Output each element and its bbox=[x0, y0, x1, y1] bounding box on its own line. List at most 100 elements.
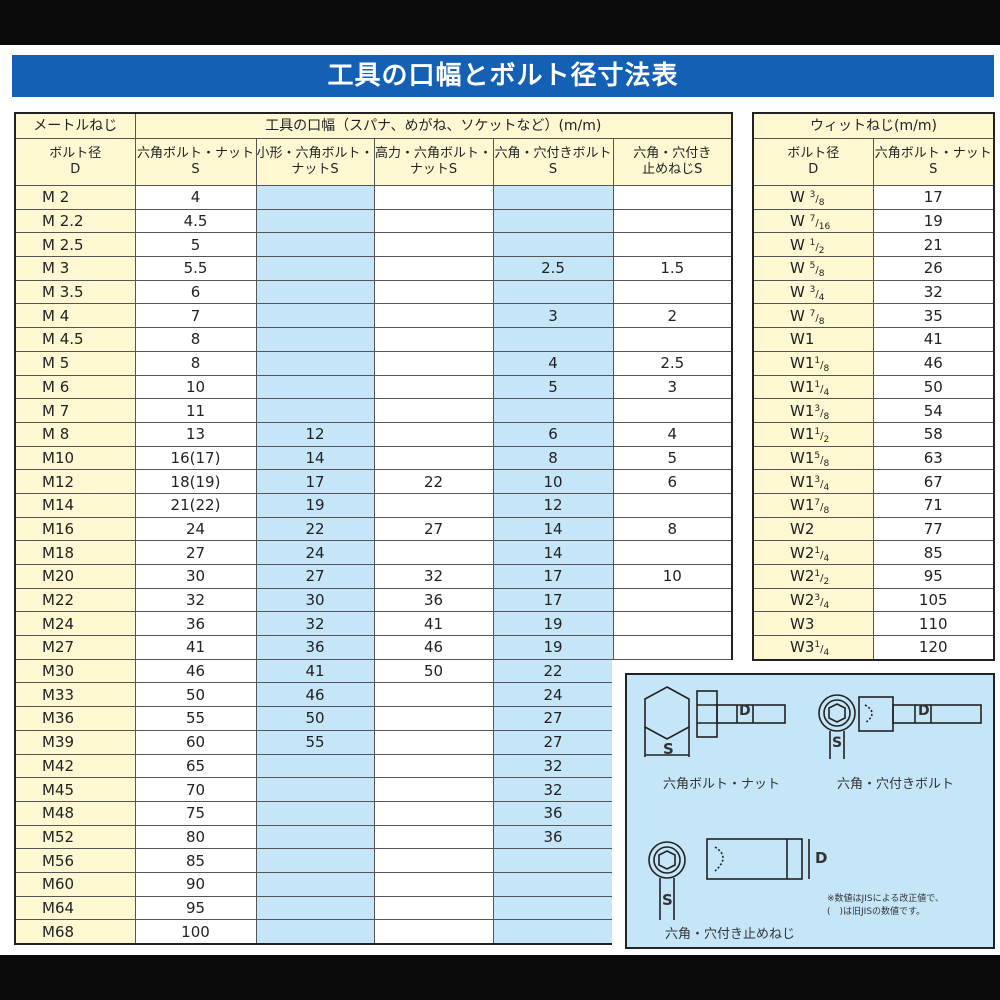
bolt-size: W11/4 bbox=[752, 374, 874, 400]
fraction-slash: / bbox=[820, 360, 824, 372]
size-whole: W bbox=[790, 306, 810, 325]
bolt-size: W15/8 bbox=[752, 445, 874, 471]
size-whole: W2 bbox=[790, 591, 815, 610]
header-whitworth: ウィットねじ(m/m) bbox=[752, 112, 995, 139]
bolt-size: M36 bbox=[14, 706, 136, 731]
value-cell: 17 bbox=[492, 564, 614, 589]
value-cell bbox=[255, 185, 375, 210]
table-row: W 1/2 21 bbox=[752, 232, 995, 258]
bolt-size: M30 bbox=[14, 658, 136, 684]
value-cell bbox=[255, 753, 375, 779]
value-cell bbox=[492, 279, 614, 305]
bolt-size: W13/4 bbox=[752, 469, 874, 494]
table-row: M 5 8 4 2.5 bbox=[14, 350, 733, 376]
d-label: D bbox=[815, 849, 828, 867]
fraction-den: 16 bbox=[818, 222, 831, 233]
fraction-num: 3 bbox=[809, 285, 816, 296]
fraction-den: 4 bbox=[823, 387, 830, 398]
table-row: W21/4 85 bbox=[752, 540, 995, 565]
fraction-den: 8 bbox=[823, 458, 830, 469]
fraction-slash: / bbox=[820, 383, 824, 395]
bolt-size: M16 bbox=[14, 516, 136, 542]
value-cell: 70 bbox=[134, 777, 257, 802]
bolt-size: W31/4 bbox=[752, 635, 874, 661]
size-whole: W1 bbox=[790, 401, 815, 420]
value-cell: 85 bbox=[872, 540, 995, 565]
value-cell: 19 bbox=[492, 635, 614, 660]
value-cell: 8 bbox=[134, 327, 257, 352]
fraction-slash: / bbox=[815, 194, 819, 206]
value-cell: 12 bbox=[255, 421, 375, 447]
table-row: M 8 13 12 6 4 bbox=[14, 421, 733, 447]
column-header: 六角ボルト・ナット S bbox=[872, 138, 995, 186]
value-cell: 41 bbox=[373, 611, 494, 637]
value-cell: 4 bbox=[134, 185, 257, 210]
value-cell: 14 bbox=[492, 540, 614, 565]
value-cell bbox=[255, 208, 375, 234]
fraction-slash: / bbox=[820, 502, 824, 514]
value-cell: 8 bbox=[612, 516, 733, 542]
table-row: M45 70 32 bbox=[14, 777, 732, 802]
value-cell: 22 bbox=[492, 658, 614, 684]
fraction-den: 8 bbox=[818, 198, 825, 209]
value-cell: 60 bbox=[134, 729, 257, 755]
value-cell: 24 bbox=[134, 516, 257, 542]
bolt-size: M 2.5 bbox=[14, 232, 136, 258]
table-row: W3 110 bbox=[752, 611, 995, 637]
table-row: W11/4 50 bbox=[752, 374, 995, 400]
value-cell: 5 bbox=[492, 374, 614, 400]
value-cell: 85 bbox=[134, 848, 257, 873]
table-row: M10 16(17) 14 8 5 bbox=[14, 445, 733, 471]
table-row: M39 60 55 27 bbox=[14, 729, 732, 755]
value-cell bbox=[373, 445, 494, 471]
table-row: W 3/8 17 bbox=[752, 185, 995, 210]
header-metric-thread: メートルねじ bbox=[14, 112, 136, 139]
value-cell: 14 bbox=[492, 516, 614, 542]
table-row: W 3/4 32 bbox=[752, 279, 995, 305]
fraction-slash: / bbox=[815, 289, 819, 301]
bolt-size: W17/8 bbox=[752, 492, 874, 518]
value-cell: 8 bbox=[492, 445, 614, 471]
table-row: W 5/8 26 bbox=[752, 256, 995, 281]
table-row: M 3.5 6 bbox=[14, 279, 733, 305]
fraction-num: 5 bbox=[809, 261, 816, 272]
value-cell: 55 bbox=[255, 729, 375, 755]
value-cell: 55 bbox=[134, 706, 257, 731]
value-cell: 32 bbox=[134, 587, 257, 613]
size-whole: W3 bbox=[790, 638, 815, 657]
value-cell: 50 bbox=[255, 706, 375, 731]
table-row: M16 24 22 27 14 8 bbox=[14, 516, 733, 542]
bottom-black-bar bbox=[0, 955, 1000, 1000]
value-cell bbox=[373, 208, 494, 234]
table-row: M 3 5.5 2.5 1.5 bbox=[14, 256, 733, 281]
bolt-size: M12 bbox=[14, 469, 136, 494]
value-cell bbox=[492, 398, 614, 423]
table-row: M30 46 41 50 22 bbox=[14, 658, 732, 684]
s-label: S bbox=[832, 735, 843, 751]
caption-hex-bolt: 六角ボルト・ナット bbox=[663, 777, 781, 792]
column-header: 六角・穴付きボルト S bbox=[492, 138, 614, 186]
value-cell: 2 bbox=[612, 303, 733, 329]
value-cell: 41 bbox=[255, 658, 375, 684]
value-cell bbox=[373, 421, 494, 447]
value-cell: 6 bbox=[492, 421, 614, 447]
value-cell bbox=[492, 895, 614, 921]
value-cell: 21(22) bbox=[134, 492, 257, 518]
value-cell bbox=[255, 350, 375, 376]
table-row: M 7 11 bbox=[14, 398, 733, 423]
table-row: M14 21(22) 19 12 bbox=[14, 492, 733, 518]
value-cell: 41 bbox=[134, 635, 257, 660]
value-cell: 32 bbox=[373, 564, 494, 589]
value-cell bbox=[373, 919, 494, 945]
bolt-size: M24 bbox=[14, 611, 136, 637]
value-cell bbox=[373, 398, 494, 423]
fraction-slash: / bbox=[815, 265, 819, 277]
bolt-size: W2 bbox=[752, 516, 874, 542]
fraction-slash: / bbox=[820, 644, 824, 656]
fraction-num: 3 bbox=[809, 190, 816, 201]
value-cell: 8 bbox=[134, 350, 257, 376]
value-cell: 75 bbox=[134, 800, 257, 826]
value-cell: 77 bbox=[872, 516, 995, 542]
